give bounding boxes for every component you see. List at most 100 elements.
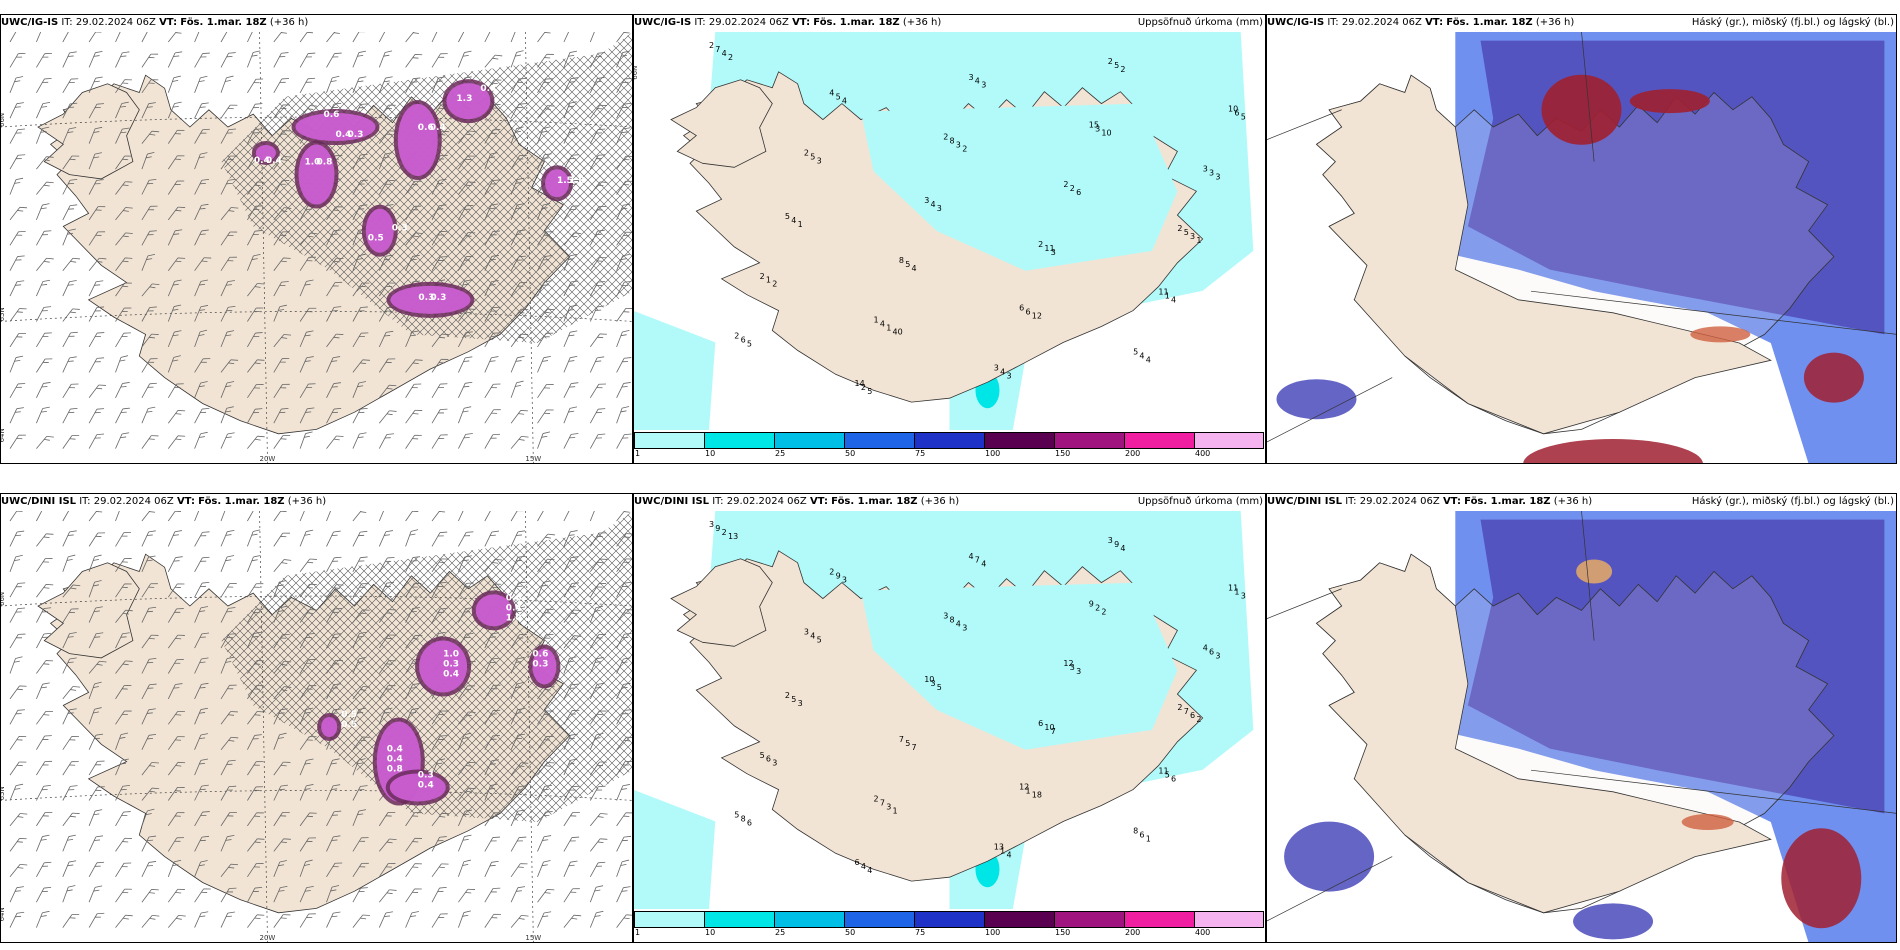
wind-barb bbox=[141, 733, 157, 750]
wind-barb bbox=[115, 632, 130, 649]
precip-value: 11 bbox=[1158, 767, 1168, 776]
wind-barb bbox=[220, 583, 237, 598]
wind-barb bbox=[36, 203, 50, 221]
wind-barb bbox=[405, 511, 419, 522]
wind-barb bbox=[115, 732, 129, 750]
wind-barb bbox=[458, 155, 475, 170]
wind-barb bbox=[484, 511, 493, 522]
wind-barb bbox=[88, 681, 102, 700]
wind-barb bbox=[299, 583, 317, 598]
colorbar-label: 10 bbox=[705, 449, 716, 458]
wind-barb bbox=[326, 810, 342, 827]
wind-barb bbox=[484, 734, 501, 750]
wind-barb bbox=[484, 759, 500, 776]
wind-barb bbox=[220, 330, 235, 348]
precip-value: 6 bbox=[1038, 719, 1043, 728]
wind-barb bbox=[537, 308, 555, 322]
precip-value: 1 bbox=[1146, 834, 1151, 843]
precip-value: 5 bbox=[1165, 771, 1170, 780]
wind-barb bbox=[537, 126, 551, 144]
wind-barb bbox=[352, 809, 367, 827]
wind-barb bbox=[458, 331, 473, 348]
precip-value: 4 bbox=[880, 320, 885, 329]
wind-barb bbox=[537, 558, 555, 573]
wind-barb bbox=[273, 231, 290, 246]
wind-barb bbox=[220, 911, 235, 928]
wind-barb bbox=[36, 632, 52, 649]
wind-barb bbox=[194, 556, 210, 572]
wind-barb bbox=[484, 860, 499, 877]
wind-barb bbox=[352, 204, 368, 221]
wind-barb bbox=[378, 811, 396, 827]
wind-barb bbox=[220, 684, 237, 700]
wind-barb bbox=[431, 581, 447, 598]
wind-barb bbox=[589, 657, 604, 674]
wind-barb bbox=[589, 104, 607, 119]
wind-barb bbox=[62, 914, 80, 928]
wind-barb bbox=[378, 282, 396, 297]
precip-value-label: 0.3 bbox=[348, 130, 364, 140]
wind-barb bbox=[431, 358, 449, 373]
wind-barb bbox=[616, 511, 630, 522]
wind-barb bbox=[36, 358, 53, 373]
wind-barb bbox=[141, 658, 157, 674]
wind-barb bbox=[458, 433, 473, 449]
precip-value: 9 bbox=[1089, 600, 1094, 609]
panel-header: UWC/DINI ISL IT: 29.02.2024 06Z VT: Fös.… bbox=[1, 496, 326, 507]
wind-barb bbox=[167, 608, 184, 623]
wind-barb bbox=[537, 255, 552, 271]
wind-barb bbox=[484, 530, 500, 547]
wind-barb bbox=[88, 912, 105, 928]
wind-barb bbox=[326, 556, 342, 572]
wind-barb bbox=[299, 659, 316, 674]
wind-barb bbox=[9, 633, 26, 649]
wind-barb bbox=[510, 530, 526, 547]
wind-barb bbox=[62, 155, 80, 170]
wind-barb bbox=[62, 657, 77, 674]
precip-value: 5 bbox=[791, 695, 796, 704]
wind-barb bbox=[484, 179, 500, 195]
wind-barb bbox=[589, 154, 606, 170]
precip-value-label: 0.6 bbox=[532, 650, 548, 660]
precip-value-label: 0.3 bbox=[392, 224, 408, 234]
wind-barb bbox=[247, 761, 264, 776]
wind-barb bbox=[563, 582, 580, 598]
precip-value: 2 bbox=[1108, 57, 1113, 66]
wind-barb bbox=[352, 32, 365, 43]
wind-barb bbox=[194, 203, 209, 221]
wind-barb bbox=[510, 355, 525, 373]
wind-barb bbox=[484, 684, 501, 700]
low-cloud bbox=[1276, 379, 1357, 420]
wind-barb bbox=[62, 78, 79, 94]
wind-barb bbox=[220, 633, 237, 649]
precip-value: 3 bbox=[937, 204, 942, 213]
wind-barb bbox=[220, 759, 236, 776]
projection-line bbox=[1581, 32, 1595, 162]
wind-barb bbox=[194, 911, 209, 928]
precip-blob bbox=[321, 717, 338, 737]
wind-barb bbox=[36, 32, 44, 43]
valid-time-label: VT: bbox=[809, 496, 828, 507]
wind-barb bbox=[326, 530, 341, 547]
colorbar-segment bbox=[1054, 432, 1124, 449]
wind-barb bbox=[36, 406, 50, 424]
latitude-label: 64N bbox=[0, 907, 6, 921]
wind-barb bbox=[220, 736, 239, 750]
precip-area-land bbox=[860, 582, 1178, 750]
latitude-label: 66N bbox=[0, 113, 6, 127]
wind-barb bbox=[405, 330, 420, 348]
valid-time-label: VT: bbox=[1442, 496, 1461, 507]
precip-value: 8 bbox=[899, 256, 904, 265]
wind-barb bbox=[247, 660, 265, 674]
wind-barb bbox=[88, 384, 106, 399]
wind-barb bbox=[563, 733, 578, 750]
precip-value-label: 0.8 bbox=[317, 158, 333, 168]
longitude-gridline bbox=[259, 511, 268, 943]
wind-barb bbox=[194, 381, 208, 398]
latitude-label: 65N bbox=[0, 786, 6, 800]
wind-barb bbox=[405, 434, 422, 449]
wind-barb bbox=[484, 332, 501, 348]
wind-barb bbox=[273, 532, 290, 547]
panel-header: UWC/DINI ISL IT: 29.02.2024 06Z VT: Fös.… bbox=[1267, 496, 1592, 507]
wind-barb bbox=[62, 280, 77, 297]
